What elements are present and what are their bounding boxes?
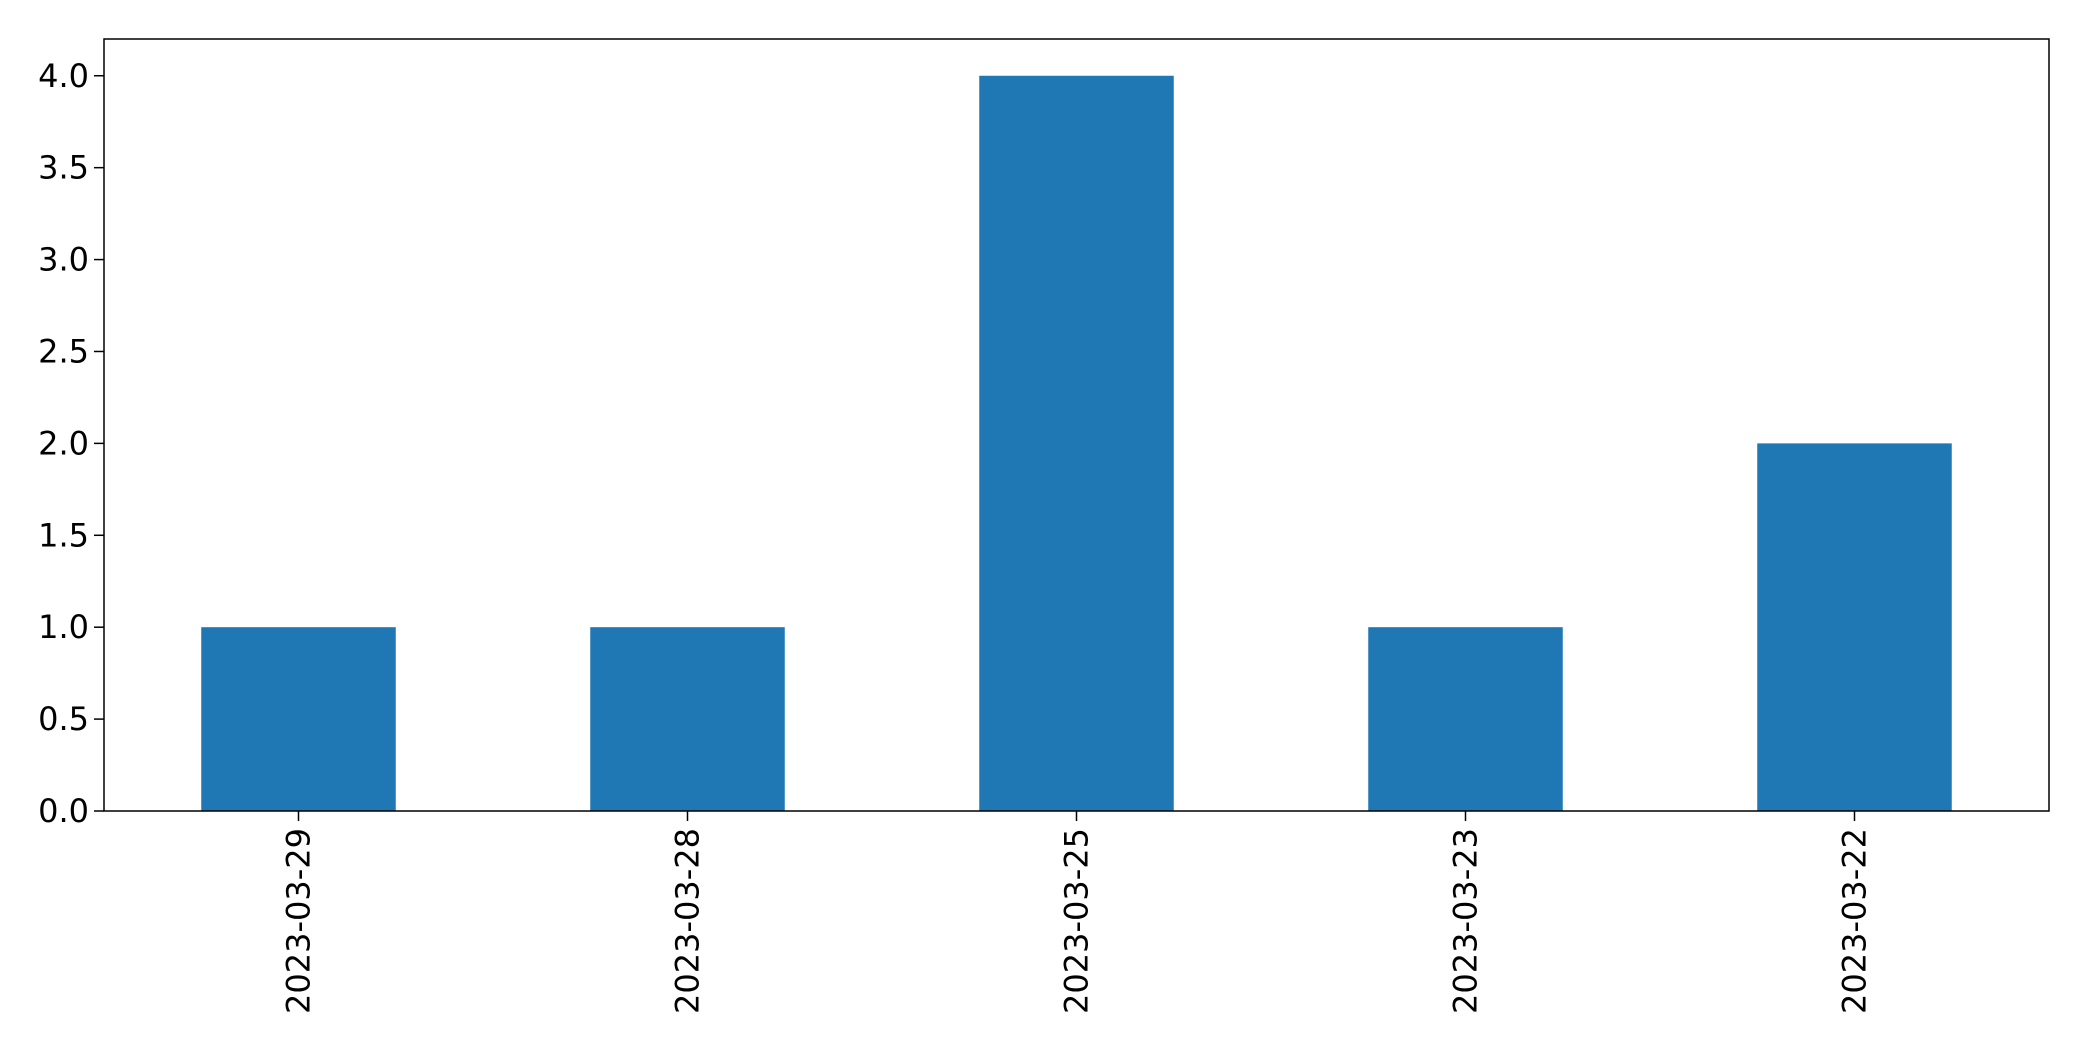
y-tick-label: 0.0 [38, 792, 89, 830]
y-axis: 0.0 0.5 1.0 1.5 2.0 2.5 3.0 3.5 4.0 [38, 57, 104, 830]
bar [1368, 627, 1563, 811]
x-tick-label: 2023-03-25 [1058, 828, 1096, 1014]
plot-frame [103, 38, 2050, 812]
x-tick-label: 2023-03-22 [1836, 828, 1874, 1014]
bars-layer [201, 75, 1952, 811]
x-tick-label: 2023-03-28 [669, 828, 707, 1014]
y-tick-label: 1.0 [38, 608, 89, 646]
x-tick-label: 2023-03-29 [280, 828, 318, 1014]
bar [590, 627, 785, 811]
y-tick-label: 3.0 [38, 241, 89, 279]
y-tick-label: 2.0 [38, 424, 89, 462]
y-tick-label: 2.5 [38, 332, 89, 370]
y-tick-label: 0.5 [38, 700, 89, 738]
bar [979, 75, 1174, 811]
bar [201, 627, 396, 811]
y-tick-label: 3.5 [38, 149, 89, 187]
x-axis: 2023-03-29 2023-03-28 2023-03-25 2023-03-23… [280, 811, 1874, 1014]
bar [1757, 443, 1952, 811]
y-tick-label: 1.5 [38, 516, 89, 554]
y-tick-label: 4.0 [38, 57, 89, 95]
x-tick-label: 2023-03-23 [1447, 828, 1485, 1014]
